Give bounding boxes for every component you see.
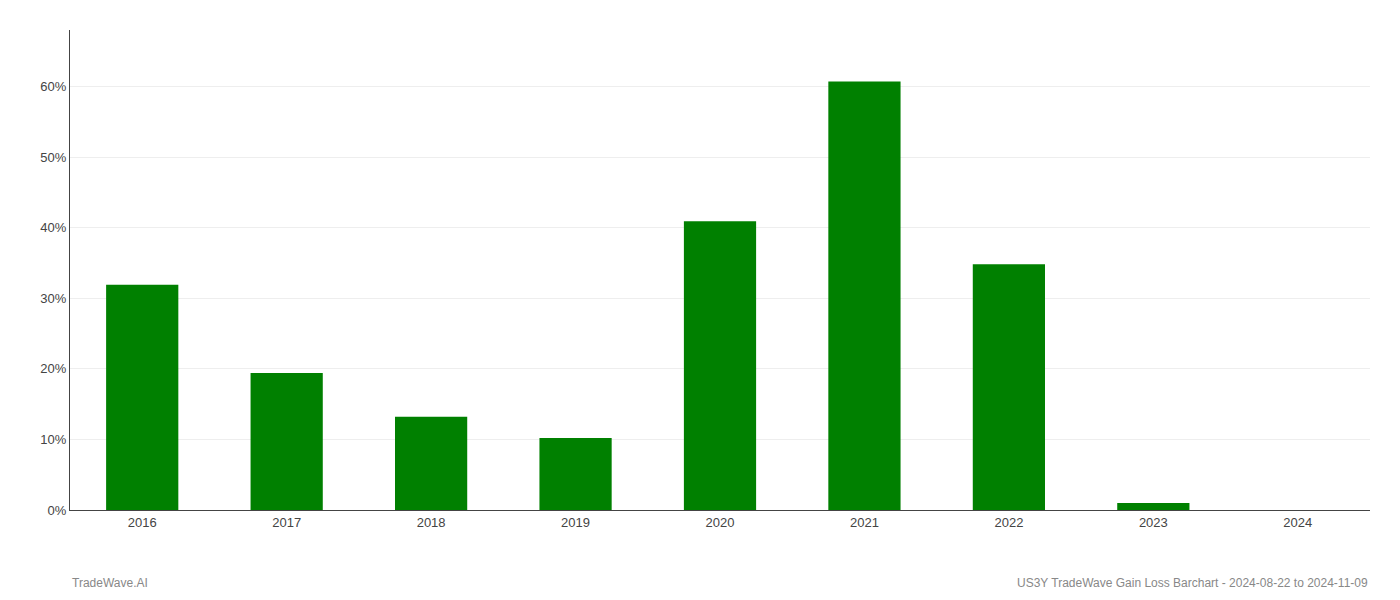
- svg-text:US3Y TradeWave Gain Loss Barch: US3Y TradeWave Gain Loss Barchart - 2024…: [1017, 576, 1368, 590]
- svg-text:10%: 10%: [40, 432, 66, 447]
- svg-text:60%: 60%: [40, 79, 66, 94]
- svg-text:2018: 2018: [417, 515, 446, 530]
- svg-text:0%: 0%: [48, 503, 67, 518]
- svg-text:2019: 2019: [561, 515, 590, 530]
- svg-text:50%: 50%: [40, 150, 66, 165]
- svg-text:20%: 20%: [40, 361, 66, 376]
- svg-text:2017: 2017: [272, 515, 301, 530]
- svg-text:40%: 40%: [40, 220, 66, 235]
- svg-text:2022: 2022: [994, 515, 1023, 530]
- svg-text:30%: 30%: [40, 291, 66, 306]
- svg-text:TradeWave.AI: TradeWave.AI: [72, 576, 148, 590]
- svg-text:2024: 2024: [1283, 515, 1312, 530]
- svg-text:2023: 2023: [1139, 515, 1168, 530]
- svg-text:2016: 2016: [128, 515, 157, 530]
- svg-text:2020: 2020: [706, 515, 735, 530]
- svg-text:2021: 2021: [850, 515, 879, 530]
